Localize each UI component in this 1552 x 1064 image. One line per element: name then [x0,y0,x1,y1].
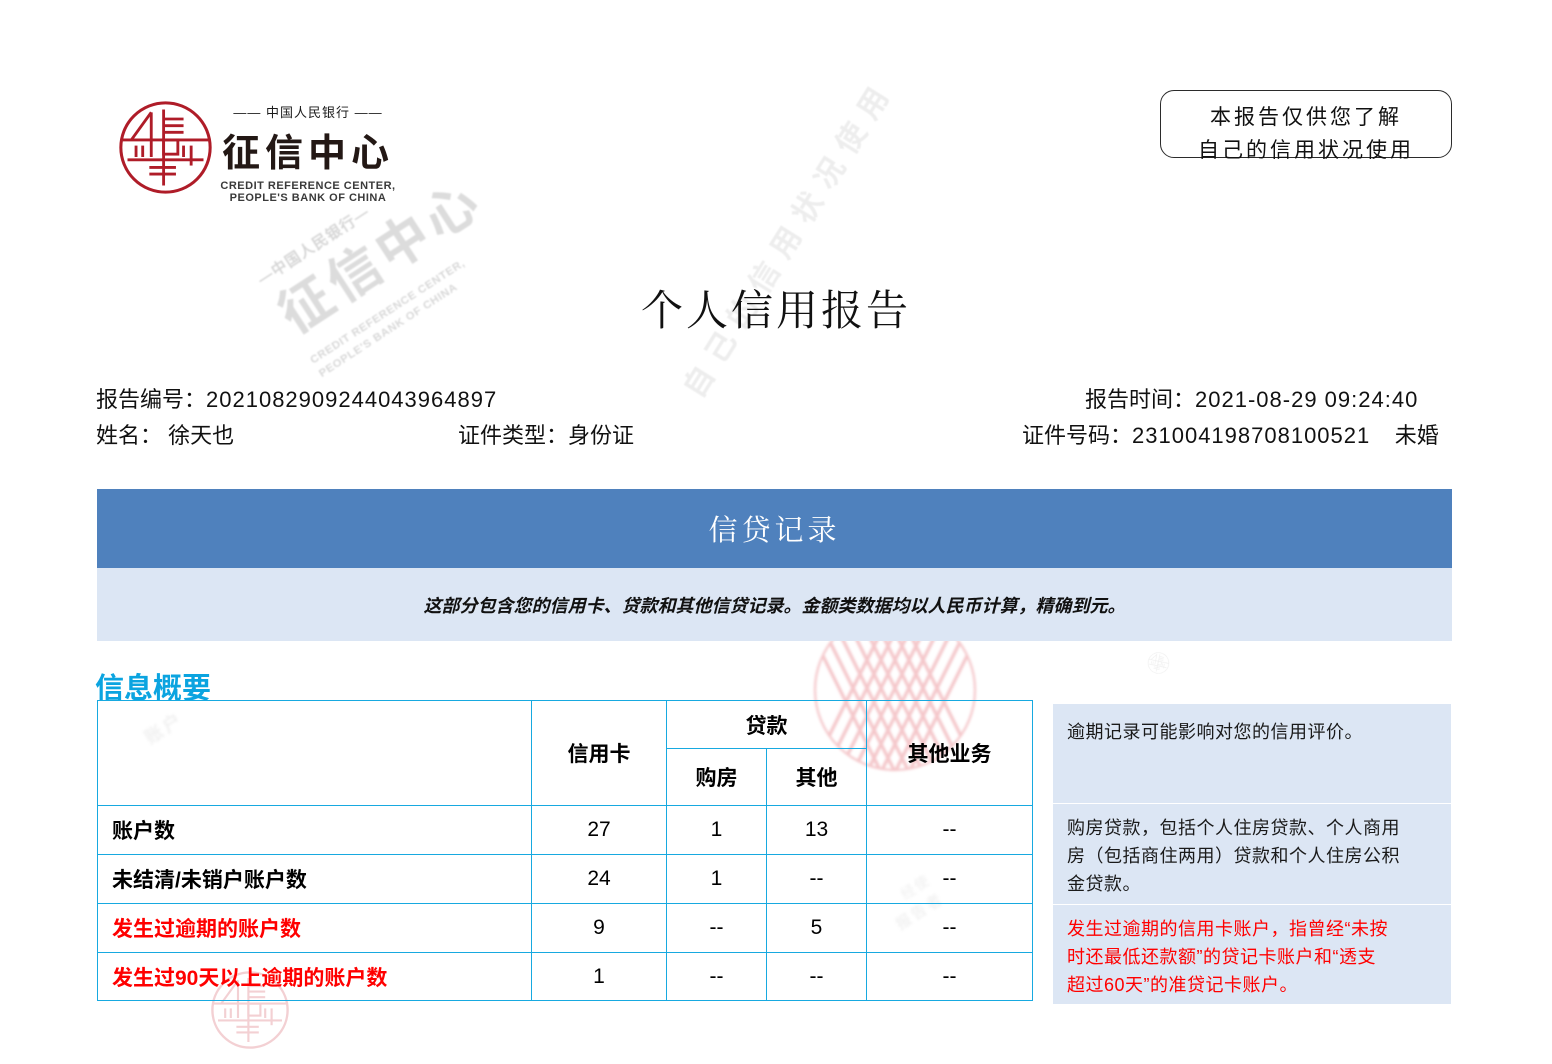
svg-text:自己的信用状况使用: 自己的信用状况使用 [670,69,903,405]
